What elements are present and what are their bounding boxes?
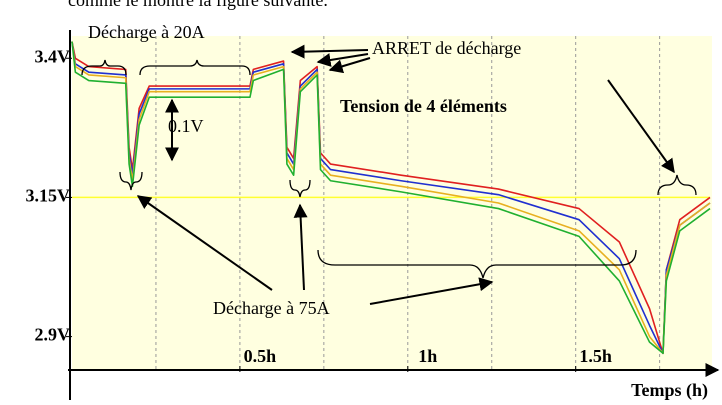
annotation: Décharge à 75A (213, 298, 330, 318)
annotation: 0.1V (168, 116, 204, 136)
arrows (136, 44, 675, 305)
x-axis-label: Temps (h) (631, 380, 708, 401)
annotation: Décharge à 20A (88, 22, 205, 42)
caption: comme le montre la figure suivante. (68, 0, 328, 10)
y-tick-label: 2.9V (35, 325, 71, 345)
annotation: ARRET de décharge (372, 38, 521, 58)
series-line (71, 41, 711, 355)
annotation: Tension de 4 éléments (340, 96, 507, 116)
y-tick-label: 3.4V (35, 46, 71, 66)
y-tick-label: 3.15V (26, 186, 71, 206)
x-tick-label: 1h (418, 346, 437, 366)
x-tick-label: 1.5h (579, 346, 612, 366)
x-tick-label: 0.5h (244, 346, 277, 366)
